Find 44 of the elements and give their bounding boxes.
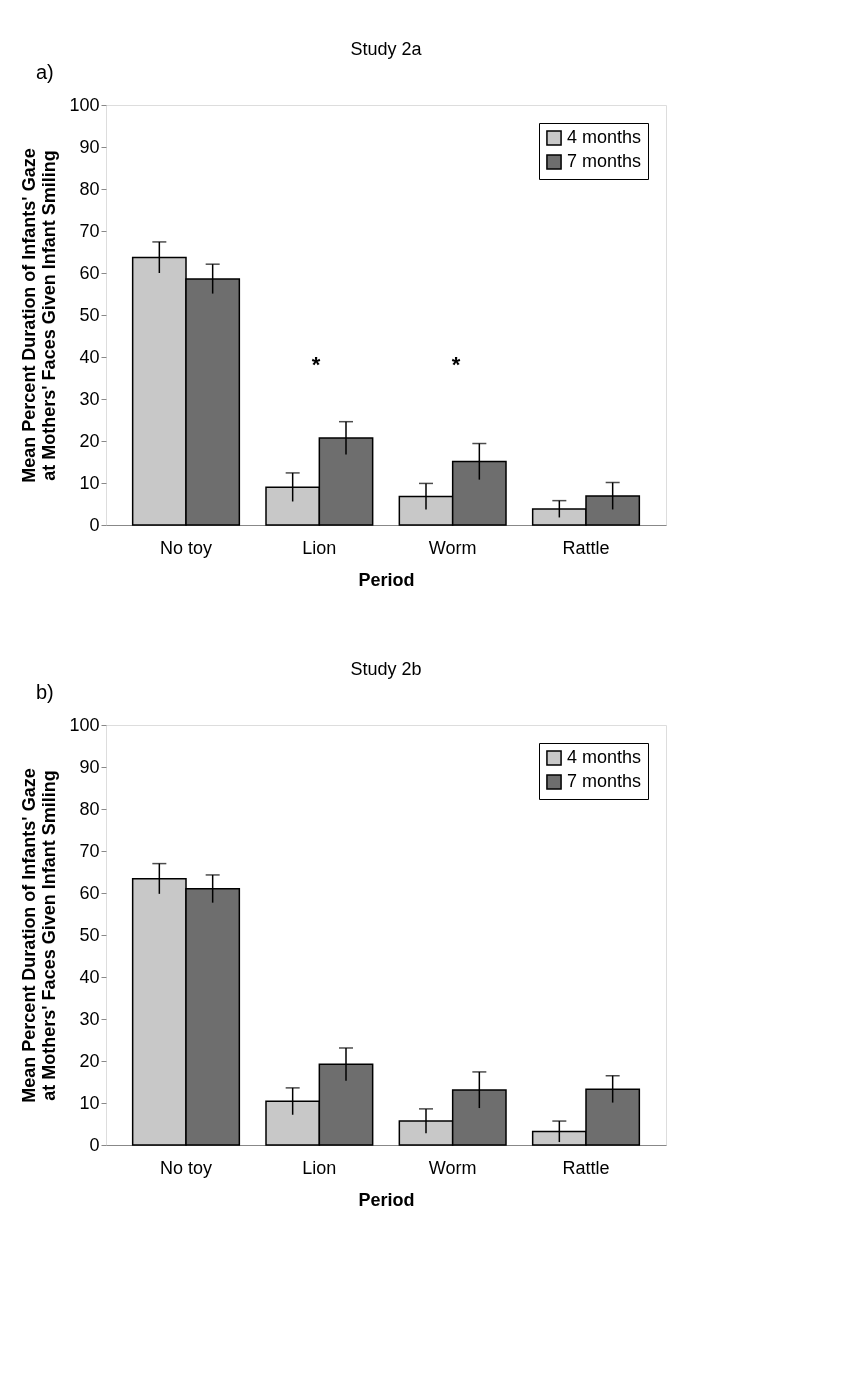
- y-tick-label: 80: [79, 178, 100, 199]
- x-tick-label: Lion: [302, 537, 337, 558]
- y-tick-label: 30: [79, 1008, 100, 1029]
- y-tick-label: 60: [79, 262, 100, 283]
- x-tick-label: Rattle: [562, 1157, 610, 1178]
- chart-title: Study 2a: [350, 39, 423, 59]
- chart-title: Study 2b: [350, 659, 422, 679]
- y-tick-label: 100: [69, 94, 100, 115]
- x-axis-title: Period: [358, 1189, 415, 1210]
- y-axis-title: Mean Percent Duration of Infants' Gaze at Mothers' Faces Given Infant Smiling: [19, 768, 60, 1103]
- y-tick-label: 70: [79, 840, 100, 861]
- x-axis-title: Period: [358, 569, 415, 590]
- legend-label: 7 months: [567, 151, 642, 171]
- y-tick-label: 90: [79, 756, 100, 777]
- y-tick-label: 30: [79, 388, 100, 409]
- annotation: *: [311, 352, 321, 378]
- y-tick-label: 60: [79, 882, 100, 903]
- text: b): [36, 681, 54, 703]
- x-tick-label: No toy: [159, 537, 213, 558]
- text: a): [36, 61, 54, 83]
- y-tick-label: 50: [79, 304, 100, 325]
- y-tick-label: 10: [79, 472, 100, 493]
- x-tick-label: Rattle: [562, 537, 610, 558]
- annotation: *: [451, 352, 461, 378]
- legend-label: 4 months: [567, 127, 642, 147]
- y-tick-label: 40: [79, 346, 100, 367]
- y-tick-label: 40: [79, 966, 100, 987]
- legend-label: 4 months: [567, 747, 642, 767]
- y-tick-label: 100: [69, 714, 100, 735]
- x-tick-label: No toy: [159, 1157, 213, 1178]
- y-tick-label: 70: [79, 220, 100, 241]
- x-tick-label: Worm: [428, 1157, 477, 1178]
- y-tick-label: 10: [79, 1092, 100, 1113]
- x-tick-label: Worm: [428, 537, 477, 558]
- y-tick-label: 20: [79, 430, 100, 451]
- x-tick-label: Lion: [302, 1157, 337, 1178]
- y-tick-label: 80: [79, 798, 100, 819]
- legend-label: 7 months: [567, 771, 642, 791]
- y-tick-label: 20: [79, 1050, 100, 1071]
- y-tick-label: 0: [89, 514, 100, 535]
- y-tick-label: 90: [79, 136, 100, 157]
- y-tick-label: 50: [79, 924, 100, 945]
- y-tick-label: 0: [89, 1134, 100, 1155]
- y-axis-title: Mean Percent Duration of Infants' Gaze at Mothers' Faces Given Infant Smiling: [19, 148, 60, 483]
